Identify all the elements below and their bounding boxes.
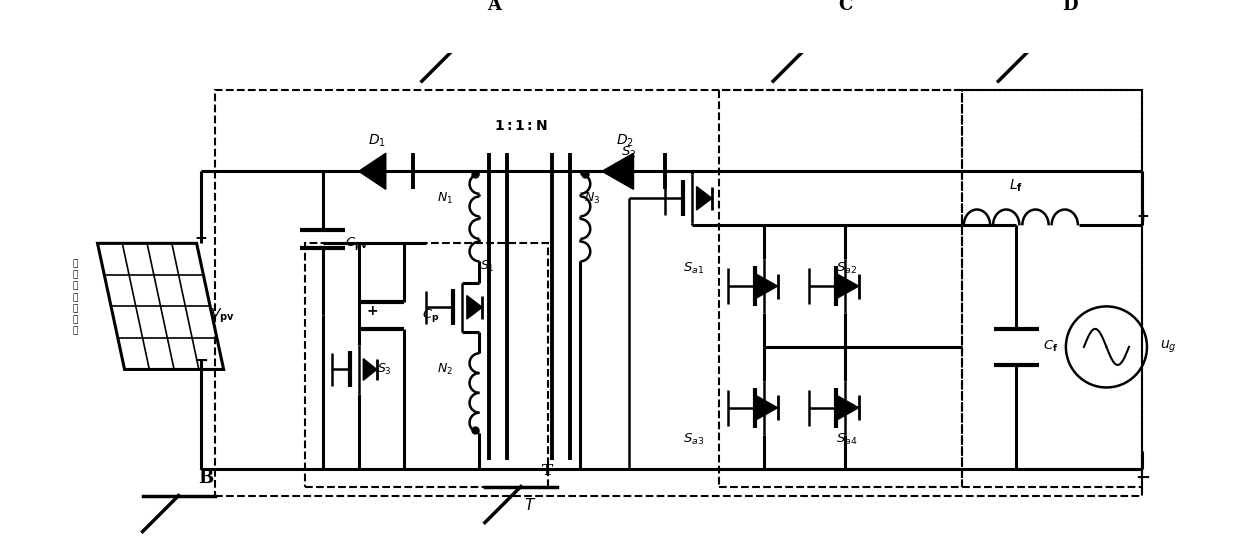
Text: −: −: [193, 352, 208, 369]
Text: $S_3$: $S_3$: [377, 362, 392, 377]
Text: $N_2$: $N_2$: [438, 362, 454, 377]
Text: $N_1$: $N_1$: [438, 191, 454, 206]
Text: $u_g$: $u_g$: [1161, 339, 1177, 355]
Polygon shape: [836, 395, 859, 420]
Polygon shape: [755, 395, 777, 420]
Polygon shape: [836, 273, 859, 299]
Text: B: B: [198, 468, 213, 487]
Text: $N_3$: $N_3$: [584, 191, 600, 206]
Text: $S_{a1}$: $S_{a1}$: [683, 261, 704, 276]
Text: $D_1$: $D_1$: [368, 132, 386, 149]
Polygon shape: [697, 187, 712, 210]
Text: $C_{\bf p}$: $C_{\bf p}$: [422, 307, 439, 324]
Text: $C_{\bf f}$: $C_{\bf f}$: [1043, 339, 1059, 354]
Text: T: T: [542, 463, 553, 478]
Text: $C_{\bf pv}$: $C_{\bf pv}$: [345, 235, 370, 252]
Polygon shape: [755, 273, 777, 299]
Polygon shape: [358, 153, 386, 190]
Text: $S_2$: $S_2$: [621, 145, 636, 160]
Text: $D_2$: $D_2$: [615, 132, 634, 149]
Text: 太
阳
能
光
伏
组
件: 太 阳 能 光 伏 组 件: [72, 260, 78, 335]
Text: $T$: $T$: [523, 496, 536, 512]
Text: A: A: [487, 0, 501, 14]
Text: −: −: [1135, 468, 1149, 487]
Text: $L_{\bf f}$: $L_{\bf f}$: [1009, 177, 1023, 194]
Text: +: +: [1136, 209, 1148, 224]
Text: $S_{a4}$: $S_{a4}$: [836, 432, 858, 447]
Text: D: D: [1063, 0, 1079, 14]
Text: C: C: [838, 0, 852, 14]
Text: $\mathbf{1:1:N}$: $\mathbf{1:1:N}$: [494, 119, 548, 133]
Polygon shape: [363, 359, 377, 380]
Text: $S_{a2}$: $S_{a2}$: [836, 261, 857, 276]
Text: $V_{\bf pv}$: $V_{\bf pv}$: [210, 306, 234, 325]
Polygon shape: [467, 295, 482, 319]
Text: +: +: [367, 304, 378, 318]
Text: +: +: [195, 231, 207, 246]
Polygon shape: [601, 153, 634, 190]
Text: $S_{a3}$: $S_{a3}$: [683, 432, 704, 447]
Text: $S_1$: $S_1$: [480, 258, 495, 273]
